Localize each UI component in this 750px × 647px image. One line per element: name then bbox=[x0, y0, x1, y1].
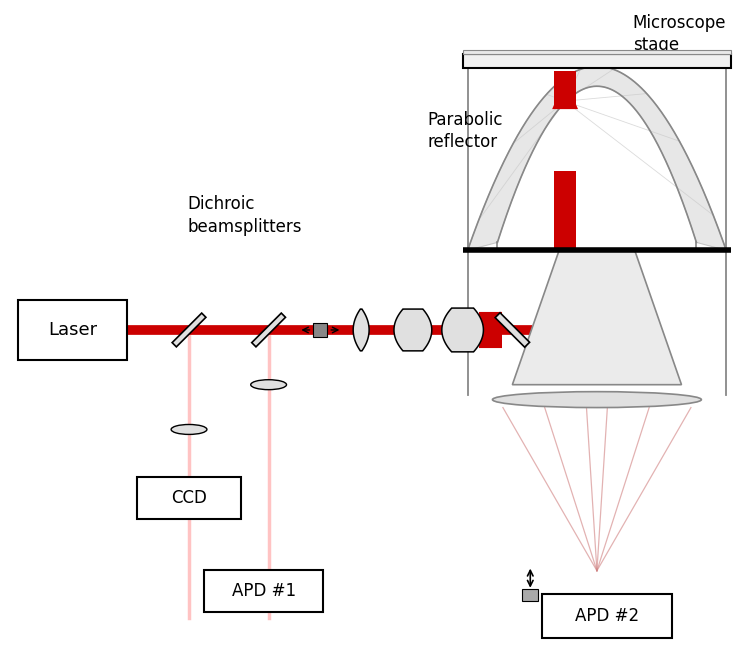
Polygon shape bbox=[394, 309, 432, 351]
Bar bbox=[554, 71, 576, 109]
Text: Laser: Laser bbox=[48, 321, 98, 339]
Bar bbox=[522, 589, 538, 600]
Text: Dichroic
beamsplitters: Dichroic beamsplitters bbox=[187, 195, 302, 236]
Ellipse shape bbox=[251, 380, 286, 389]
Bar bbox=[554, 171, 576, 250]
Bar bbox=[18, 300, 128, 360]
Text: APD #1: APD #1 bbox=[232, 582, 296, 600]
Bar bbox=[463, 50, 731, 54]
Bar bbox=[204, 570, 323, 611]
Bar bbox=[463, 54, 731, 69]
Text: APD #2: APD #2 bbox=[574, 607, 639, 625]
Text: Microscope
stage: Microscope stage bbox=[633, 14, 726, 54]
Ellipse shape bbox=[171, 424, 207, 434]
Polygon shape bbox=[552, 80, 578, 109]
Text: Parabolic
reflector: Parabolic reflector bbox=[427, 111, 503, 151]
Polygon shape bbox=[252, 313, 286, 347]
Bar bbox=[314, 323, 327, 337]
Bar bbox=[137, 477, 241, 519]
Polygon shape bbox=[442, 308, 484, 352]
Polygon shape bbox=[495, 313, 530, 347]
Polygon shape bbox=[172, 313, 206, 347]
Polygon shape bbox=[426, 328, 444, 332]
Polygon shape bbox=[512, 250, 682, 385]
Text: CCD: CCD bbox=[171, 489, 207, 507]
Polygon shape bbox=[467, 67, 726, 250]
Ellipse shape bbox=[493, 391, 701, 408]
Polygon shape bbox=[353, 309, 369, 351]
Polygon shape bbox=[444, 315, 476, 345]
Bar bbox=[542, 593, 671, 639]
